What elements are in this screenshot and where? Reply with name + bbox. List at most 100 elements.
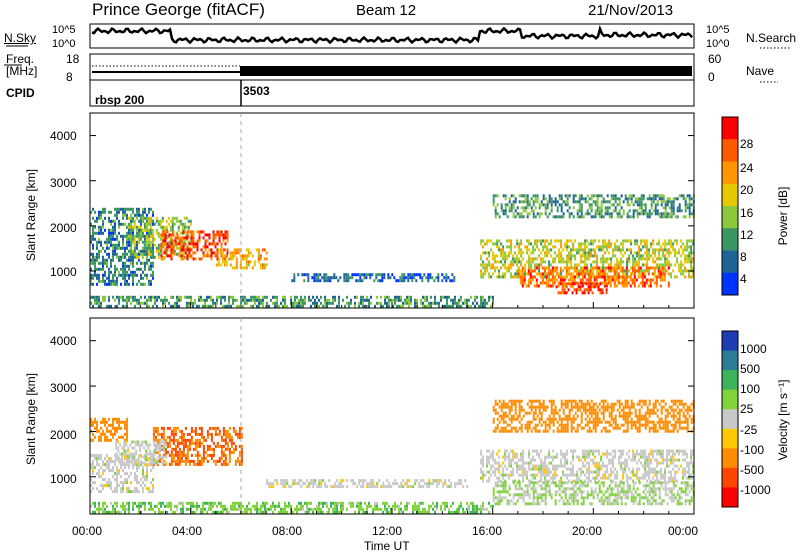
- range-cell: [216, 504, 218, 508]
- range-cell: [143, 240, 146, 244]
- range-cell: [622, 242, 625, 246]
- range-cell: [104, 282, 106, 286]
- range-cell: [235, 266, 238, 270]
- range-cell: [112, 466, 114, 470]
- range-cell: [588, 461, 591, 465]
- range-cell: [518, 194, 521, 198]
- range-cell: [159, 455, 162, 459]
- range-cell: [300, 485, 303, 489]
- range-cell: [604, 257, 607, 261]
- range-cell: [135, 449, 138, 453]
- range-cell: [690, 275, 693, 279]
- range-cell: [615, 266, 618, 270]
- range-cell: [170, 450, 173, 454]
- range-cell: [517, 266, 520, 270]
- range-cell: [482, 304, 484, 308]
- range-cell: [124, 273, 126, 277]
- range-cell: [146, 252, 148, 256]
- range-cell: [112, 420, 114, 424]
- range-cell: [558, 260, 561, 264]
- range-cell: [641, 272, 644, 276]
- range-cell: [150, 457, 152, 461]
- range-cell: [570, 260, 573, 264]
- range-cell: [587, 291, 590, 295]
- range-cell: [596, 467, 599, 471]
- range-cell: [132, 216, 134, 220]
- range-cell: [587, 275, 590, 279]
- range-cell: [94, 298, 96, 302]
- range-cell: [112, 279, 114, 283]
- range-cell: [235, 257, 238, 261]
- range-cell: [684, 197, 687, 201]
- range-cell: [176, 301, 178, 305]
- range-cell: [210, 504, 212, 508]
- range-cell: [194, 504, 196, 508]
- range-cell: [202, 447, 205, 451]
- range-cell: [177, 246, 180, 250]
- range-cell: [492, 257, 495, 261]
- range-cell: [490, 295, 492, 299]
- range-cell: [238, 507, 240, 511]
- range-cell: [676, 251, 679, 255]
- range-cell: [376, 501, 378, 505]
- range-cell: [510, 263, 513, 267]
- range-cell: [613, 266, 616, 270]
- range-cell: [662, 194, 665, 198]
- range-cell: [188, 438, 191, 442]
- range-cell: [147, 446, 150, 450]
- range-cell: [222, 450, 225, 454]
- range-cell: [382, 482, 385, 486]
- range-cell: [409, 273, 412, 277]
- range-cell: [674, 263, 677, 267]
- range-cell: [194, 510, 196, 514]
- range-cell: [420, 301, 422, 305]
- range-cell: [155, 443, 158, 447]
- range-cell: [444, 507, 446, 511]
- range-cell: [288, 501, 290, 505]
- range-cell: [234, 444, 237, 448]
- range-cell: [592, 470, 595, 474]
- range-cell: [530, 479, 533, 483]
- range-cell: [136, 243, 138, 247]
- range-cell: [108, 237, 110, 241]
- range-cell: [688, 239, 691, 243]
- range-cell: [648, 248, 651, 252]
- range-cell: [147, 246, 150, 250]
- range-cell: [498, 467, 501, 471]
- range-cell: [692, 272, 695, 276]
- range-cell: [292, 301, 294, 305]
- range-cell: [522, 206, 525, 210]
- range-cell: [498, 215, 501, 219]
- range-cell: [637, 275, 640, 279]
- range-cell: [226, 429, 229, 433]
- range-cell: [615, 269, 618, 273]
- range-cell: [114, 478, 116, 482]
- range-cell: [500, 248, 503, 252]
- range-cell: [514, 197, 517, 201]
- range-cell: [98, 231, 100, 235]
- range-cell: [142, 481, 144, 485]
- range-cell: [220, 456, 223, 460]
- range-cell: [308, 501, 310, 505]
- range-cell: [539, 281, 542, 285]
- range-cell: [468, 510, 470, 514]
- range-cell: [100, 507, 102, 511]
- range-cell: [653, 281, 656, 285]
- range-cell: [578, 215, 581, 219]
- range-cell: [404, 507, 406, 511]
- range-cell: [560, 194, 563, 198]
- range-cell: [131, 252, 134, 256]
- power-cbar-tick-24: 24: [740, 161, 754, 175]
- range-cell: [454, 485, 457, 489]
- range-cell: [510, 458, 513, 462]
- range-cell: [625, 278, 628, 282]
- range-cell: [450, 504, 452, 508]
- range-cell: [188, 254, 191, 258]
- range-cell: [606, 212, 609, 216]
- range-cell: [616, 203, 619, 207]
- range-cell: [173, 252, 176, 256]
- range-cell: [104, 417, 106, 421]
- range-cell: [440, 298, 442, 302]
- range-cell: [582, 251, 585, 255]
- range-cell: [566, 239, 569, 243]
